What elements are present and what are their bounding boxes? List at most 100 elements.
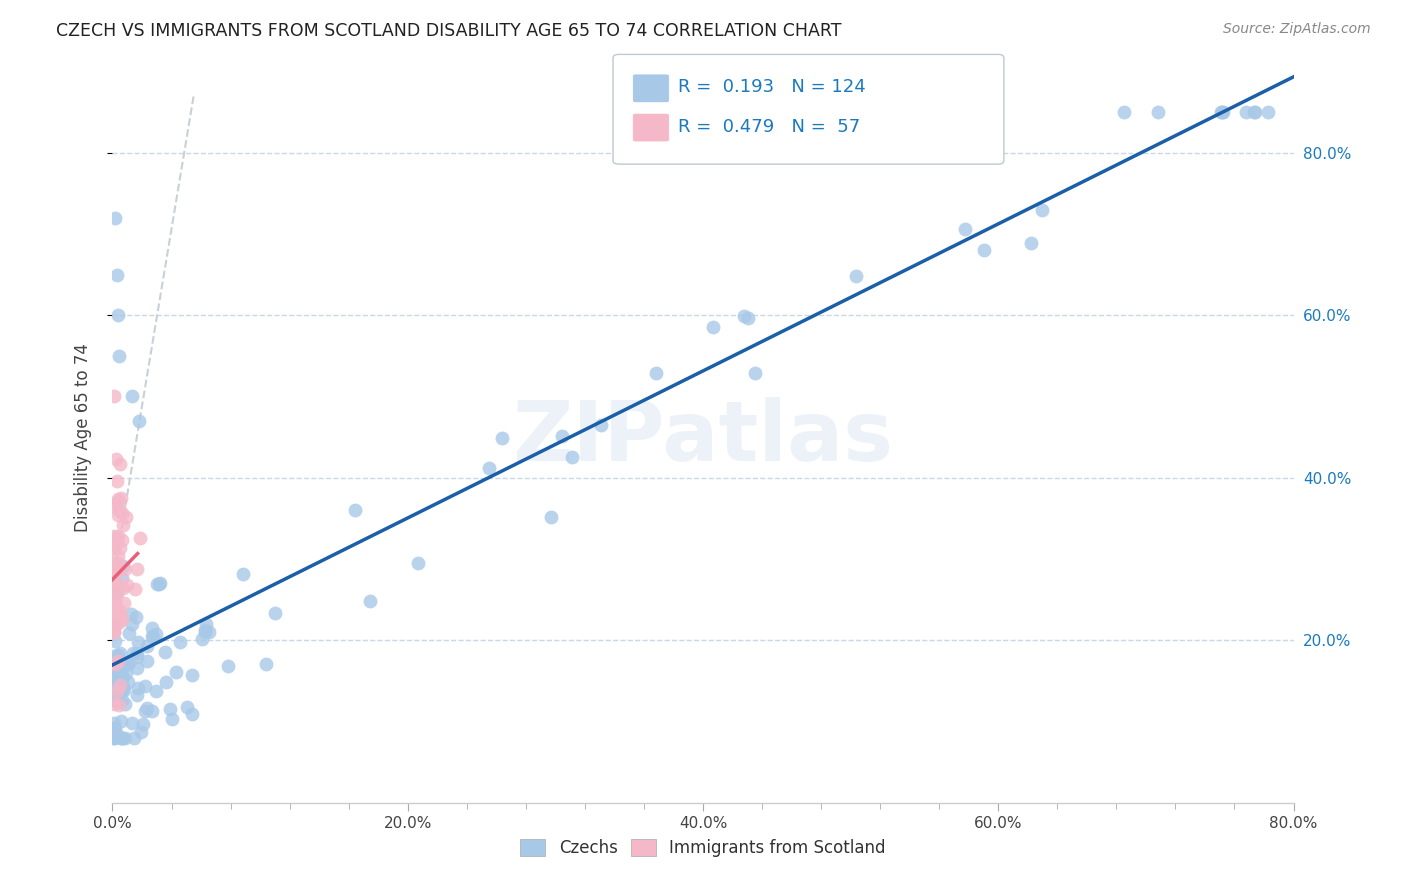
Point xyxy=(132,717,155,731)
Point xyxy=(125,562,148,576)
Point xyxy=(105,607,128,622)
Point xyxy=(155,645,177,659)
Point xyxy=(112,683,135,698)
Point xyxy=(107,675,129,690)
Point xyxy=(194,623,217,637)
Point xyxy=(107,308,129,322)
Point xyxy=(478,460,501,475)
Point xyxy=(103,615,125,630)
Point xyxy=(744,366,766,380)
Point xyxy=(145,627,167,641)
Point xyxy=(121,617,143,632)
Point xyxy=(105,495,128,509)
Point xyxy=(165,665,187,680)
Point xyxy=(107,684,129,698)
Point xyxy=(103,597,125,611)
Point xyxy=(107,648,129,662)
Point xyxy=(148,577,170,591)
Point xyxy=(103,730,125,744)
Point xyxy=(737,311,759,326)
Point xyxy=(344,503,367,517)
Point xyxy=(103,557,125,571)
Point xyxy=(134,704,156,718)
Point xyxy=(232,566,254,581)
Point xyxy=(114,510,136,524)
Point xyxy=(540,509,562,524)
Point xyxy=(1243,105,1265,120)
Point xyxy=(108,349,131,363)
Point xyxy=(141,622,163,636)
Point xyxy=(120,607,142,621)
Point xyxy=(359,594,381,608)
Point xyxy=(111,670,134,684)
Point xyxy=(111,671,134,685)
Point xyxy=(103,698,125,712)
Point xyxy=(103,585,125,599)
Point xyxy=(111,731,134,745)
Point xyxy=(110,646,132,660)
Text: Source: ZipAtlas.com: Source: ZipAtlas.com xyxy=(1223,22,1371,37)
Point xyxy=(107,586,129,600)
Point xyxy=(122,646,145,660)
Point xyxy=(141,629,163,643)
Point xyxy=(103,648,125,663)
Point xyxy=(136,654,159,668)
Point xyxy=(103,624,125,639)
Point xyxy=(112,680,135,694)
Point xyxy=(112,581,135,595)
Point xyxy=(162,712,184,726)
Point xyxy=(103,541,125,555)
Point xyxy=(103,615,125,630)
Point xyxy=(111,571,134,585)
Point xyxy=(110,608,132,623)
Point xyxy=(111,614,134,628)
Point xyxy=(134,679,156,693)
Point xyxy=(112,596,135,610)
Point xyxy=(107,508,129,522)
Point xyxy=(111,559,134,574)
Point xyxy=(107,667,129,681)
Point xyxy=(127,681,149,695)
Point xyxy=(105,474,128,488)
Point xyxy=(121,389,143,403)
Point xyxy=(107,654,129,668)
Point xyxy=(136,701,159,715)
Point xyxy=(1212,105,1234,120)
Point xyxy=(981,145,1004,159)
Point xyxy=(111,731,134,745)
Point xyxy=(108,541,131,555)
Point xyxy=(645,367,668,381)
Point xyxy=(107,672,129,686)
Point xyxy=(103,716,125,731)
Point xyxy=(1112,105,1135,120)
Point xyxy=(110,491,132,506)
Point xyxy=(124,582,146,597)
Point xyxy=(845,269,868,284)
Point xyxy=(589,417,612,432)
Point xyxy=(181,707,204,722)
Point xyxy=(169,635,191,649)
Point xyxy=(550,429,572,443)
Point xyxy=(561,450,583,465)
Point xyxy=(1031,203,1053,218)
Point xyxy=(155,675,177,690)
Point xyxy=(263,606,285,620)
Point xyxy=(103,731,125,745)
Point xyxy=(1147,105,1170,120)
Point xyxy=(110,677,132,691)
Point xyxy=(103,535,125,549)
Point xyxy=(973,243,995,257)
Point xyxy=(122,731,145,745)
Point xyxy=(191,632,214,646)
Point xyxy=(103,633,125,648)
Point xyxy=(733,310,755,324)
Point xyxy=(136,639,159,653)
Legend: Czechs, Immigrants from Scotland: Czechs, Immigrants from Scotland xyxy=(513,832,893,864)
Point xyxy=(118,656,141,670)
Point xyxy=(127,635,149,649)
Point xyxy=(125,610,148,624)
Point xyxy=(125,688,148,702)
Point xyxy=(142,630,165,644)
Point xyxy=(114,731,136,745)
Point xyxy=(103,529,125,543)
